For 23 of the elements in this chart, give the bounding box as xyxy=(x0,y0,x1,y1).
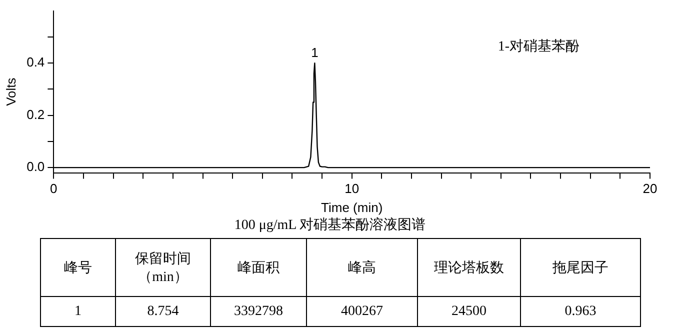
annotation: 1 xyxy=(311,45,318,60)
x-tick-label: 10 xyxy=(344,181,360,196)
text: 100 μg/mL 对硝基苯酚溶液图谱 xyxy=(233,216,427,235)
text: 0.963 xyxy=(520,296,640,326)
text: 400267 xyxy=(306,296,418,326)
text: 理论塔板数 xyxy=(418,238,520,296)
text: 24500 xyxy=(418,296,520,326)
text: 3392798 xyxy=(210,296,306,326)
y-tick-label: 0.4 xyxy=(26,54,45,70)
x-tick-label: 0 xyxy=(50,181,58,196)
text: 峰高 xyxy=(306,238,418,296)
y-tick-label: 0.0 xyxy=(26,159,45,174)
text: 峰面积 xyxy=(210,238,306,296)
x-tick-label: 20 xyxy=(642,181,658,196)
y-axis-title: Volts xyxy=(3,77,18,106)
y-tick-label: 0.2 xyxy=(26,106,45,122)
annotation: 1-对硝基苯酚 xyxy=(498,38,580,54)
text: 峰号 xyxy=(40,238,116,296)
text: 8.754 xyxy=(116,296,210,326)
text: 保留时间（min） xyxy=(116,238,210,296)
text: 拖尾因子 xyxy=(520,238,640,296)
text: 1 xyxy=(40,296,116,326)
x-axis-title: Time (min) xyxy=(321,200,383,215)
